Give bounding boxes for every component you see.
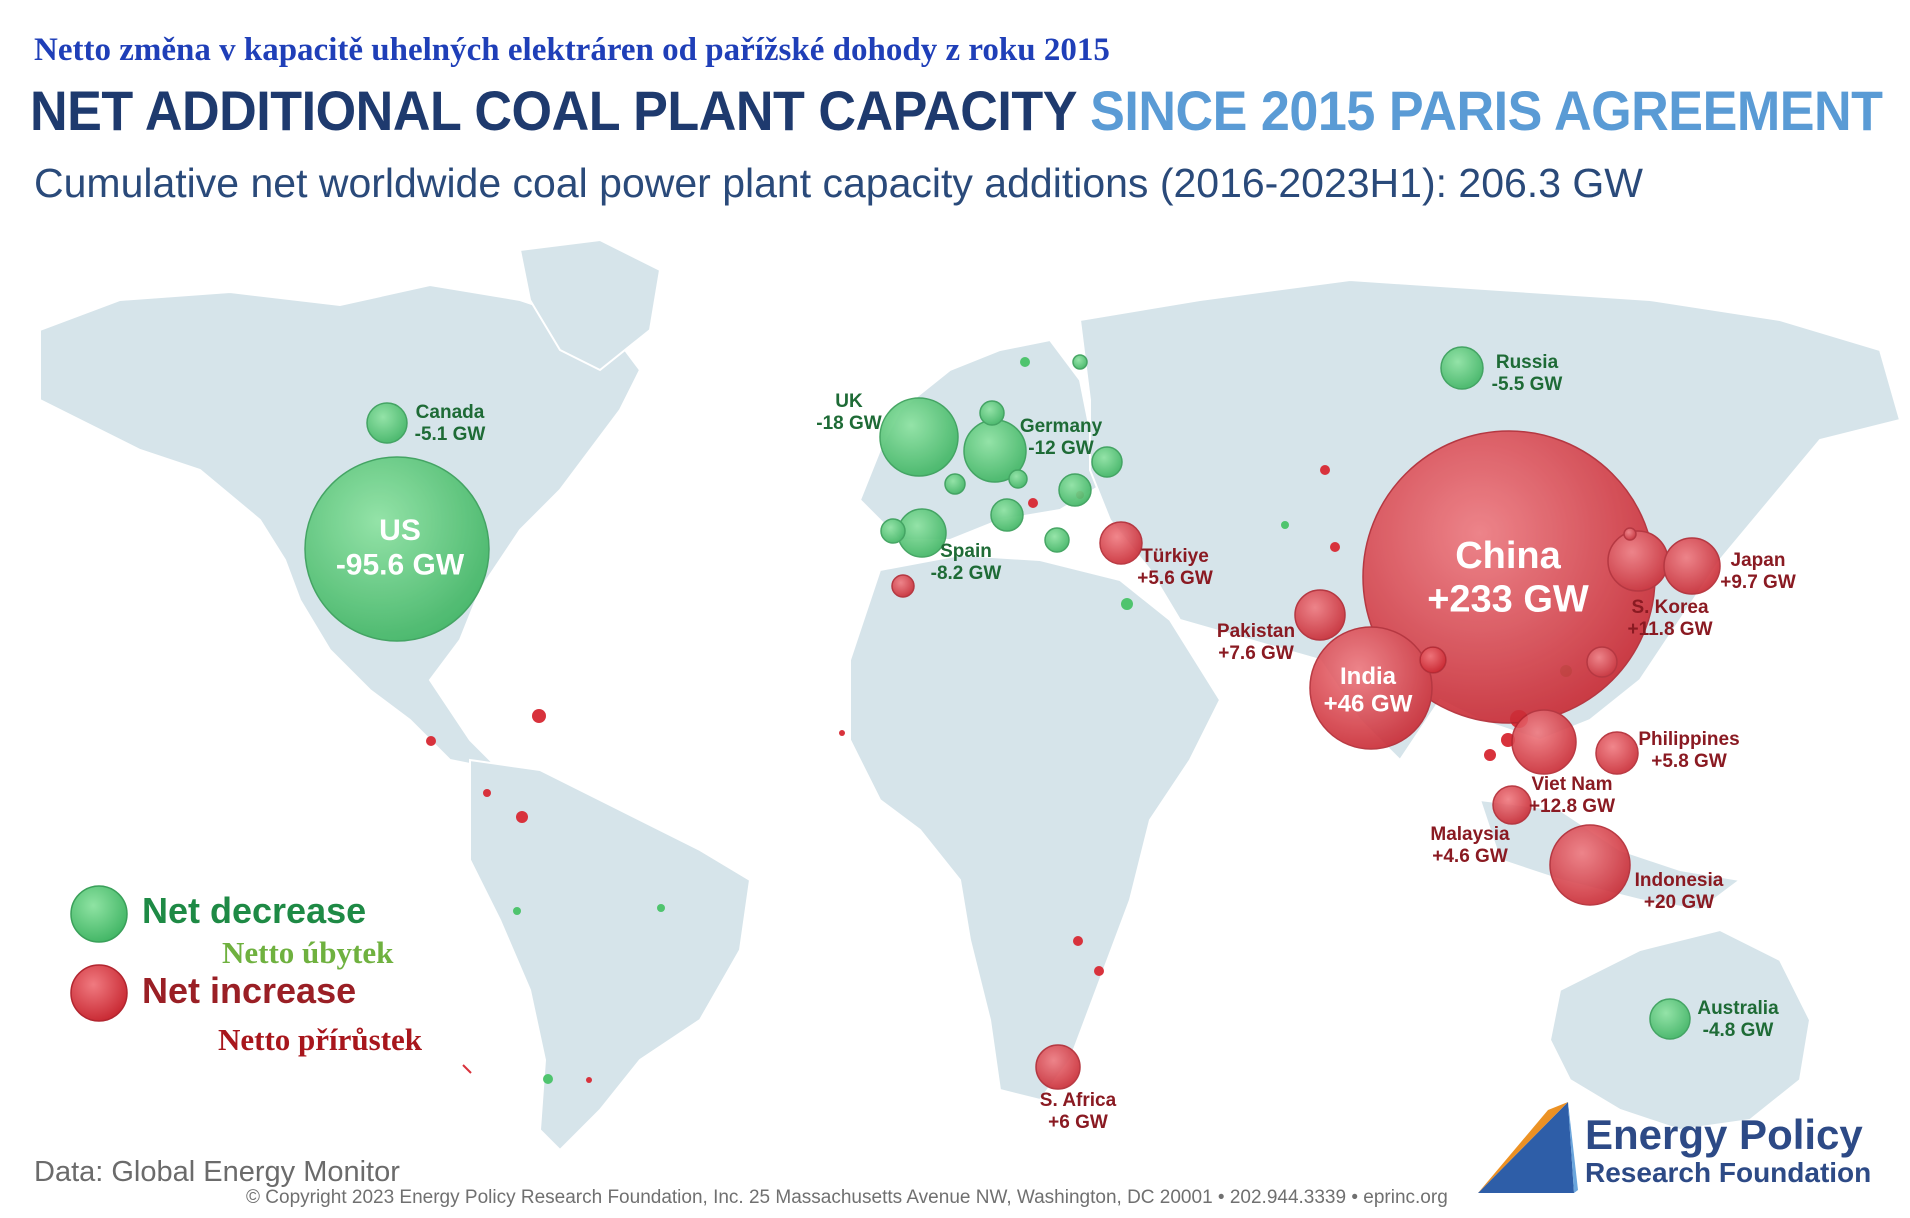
country-name-germany: Germany xyxy=(1020,416,1103,437)
country-value-canada: -5.1 GW xyxy=(415,424,486,445)
data-source: Data: Global Energy Monitor xyxy=(34,1156,400,1188)
logo-wordmark: Energy Policy Research Foundation xyxy=(1585,1113,1871,1189)
bubble-canada xyxy=(366,402,408,444)
bubble-japan xyxy=(1663,537,1721,595)
country-name-india: India xyxy=(1340,663,1397,690)
legend-increase-dot xyxy=(70,964,128,1022)
country-value-japan: +9.7 GW xyxy=(1720,572,1796,593)
country-name-spain: Spain xyxy=(940,541,992,562)
country-value-australia: -4.8 GW xyxy=(1703,1020,1774,1041)
main-title: NET ADDITIONAL COAL PLANT CAPACITY SINCE… xyxy=(30,78,1883,143)
country-name-australia: Australia xyxy=(1697,998,1779,1019)
country-name-russia: Russia xyxy=(1496,352,1559,373)
country-name-pakistan: Pakistan xyxy=(1217,621,1295,642)
country-value-malaysia: +4.6 GW xyxy=(1432,846,1508,867)
bubble-uk xyxy=(879,397,959,477)
bubble-pakistan xyxy=(1294,589,1346,641)
increase-bubbles xyxy=(891,430,1721,1090)
country-name-uk: UK xyxy=(835,391,863,412)
country-name-us: US xyxy=(379,514,421,547)
country-name-t-rkiye: Türkiye xyxy=(1141,546,1209,567)
country-value-russia: -5.5 GW xyxy=(1492,374,1563,395)
greenland-land xyxy=(518,238,662,372)
copyright-line: © Copyright 2023 Energy Policy Research … xyxy=(246,1187,1448,1208)
country-value-t-rkiye: +5.6 GW xyxy=(1137,568,1213,589)
legend-decrease-label-cz: Netto úbytek xyxy=(222,935,394,970)
country-name-s-africa: S. Africa xyxy=(1040,1090,1117,1111)
country-name-malaysia: Malaysia xyxy=(1430,824,1510,845)
country-name-s-korea: S. Korea xyxy=(1631,597,1709,618)
bubble-vietnam xyxy=(1511,709,1577,775)
country-value-germany: -12 GW xyxy=(1028,438,1094,459)
bubble-russia xyxy=(1440,346,1484,390)
logo-line1: Energy Policy xyxy=(1585,1111,1863,1158)
legend-increase-label-cz: Netto přírůstek xyxy=(218,1022,423,1057)
bubble-india xyxy=(1309,626,1433,750)
bubble-malaysia xyxy=(1492,785,1532,825)
bubble-indonesia xyxy=(1549,824,1631,906)
bubble-skorea xyxy=(1607,530,1669,592)
africa-land xyxy=(849,553,1222,1102)
bubble-safrica xyxy=(1035,1044,1081,1090)
country-value-pakistan: +7.6 GW xyxy=(1218,643,1294,664)
legend-decrease-label: Net decrease xyxy=(142,890,367,931)
decrease-bubbles xyxy=(304,346,1691,1040)
country-name-philippines: Philippines xyxy=(1638,729,1739,750)
logo-mark-icon xyxy=(1478,1102,1578,1193)
country-name-japan: Japan xyxy=(1731,550,1786,571)
country-value-uk: -18 GW xyxy=(816,413,882,434)
bubble-australia xyxy=(1649,998,1691,1040)
legend-decrease-dot xyxy=(70,885,128,943)
legend-increase-label: Net increase xyxy=(142,970,357,1011)
country-value-s-africa: +6 GW xyxy=(1048,1112,1108,1133)
bubble-us xyxy=(304,456,490,642)
country-value-philippines: +5.8 GW xyxy=(1651,751,1727,772)
land-masses xyxy=(39,238,1902,1152)
bubble-turkiye xyxy=(1099,521,1143,565)
country-value-s-korea: +11.8 GW xyxy=(1627,619,1712,640)
country-name-viet-nam: Viet Nam xyxy=(1532,774,1613,795)
country-name-china: China xyxy=(1455,535,1561,577)
red-tick-mark xyxy=(462,1064,472,1074)
czech-title: Netto změna v kapacitě uhelných elektrár… xyxy=(34,32,1110,68)
country-labels: US-95.6 GW Canada-5.1 GW UK-18 GW Germany-1… xyxy=(336,352,1796,1133)
country-name-indonesia: Indonesia xyxy=(1635,870,1724,891)
main-title-light: SINCE 2015 PARIS AGREEMENT xyxy=(1090,79,1883,142)
logo-line2: Research Foundation xyxy=(1585,1157,1872,1188)
country-value-china: +233 GW xyxy=(1427,579,1589,621)
main-title-dark: NET ADDITIONAL COAL PLANT CAPACITY xyxy=(30,79,1077,142)
subtitle: Cumulative net worldwide coal power plan… xyxy=(34,160,1643,206)
bubble-philippines xyxy=(1595,731,1639,775)
country-value-india: +46 GW xyxy=(1324,691,1413,718)
country-name-canada: Canada xyxy=(416,402,485,423)
country-value-viet-nam: +12.8 GW xyxy=(1529,796,1615,817)
south-america-land xyxy=(469,758,752,1152)
country-value-indonesia: +20 GW xyxy=(1644,892,1714,913)
country-value-spain: -8.2 GW xyxy=(931,563,1002,584)
country-value-us: -95.6 GW xyxy=(336,549,465,582)
